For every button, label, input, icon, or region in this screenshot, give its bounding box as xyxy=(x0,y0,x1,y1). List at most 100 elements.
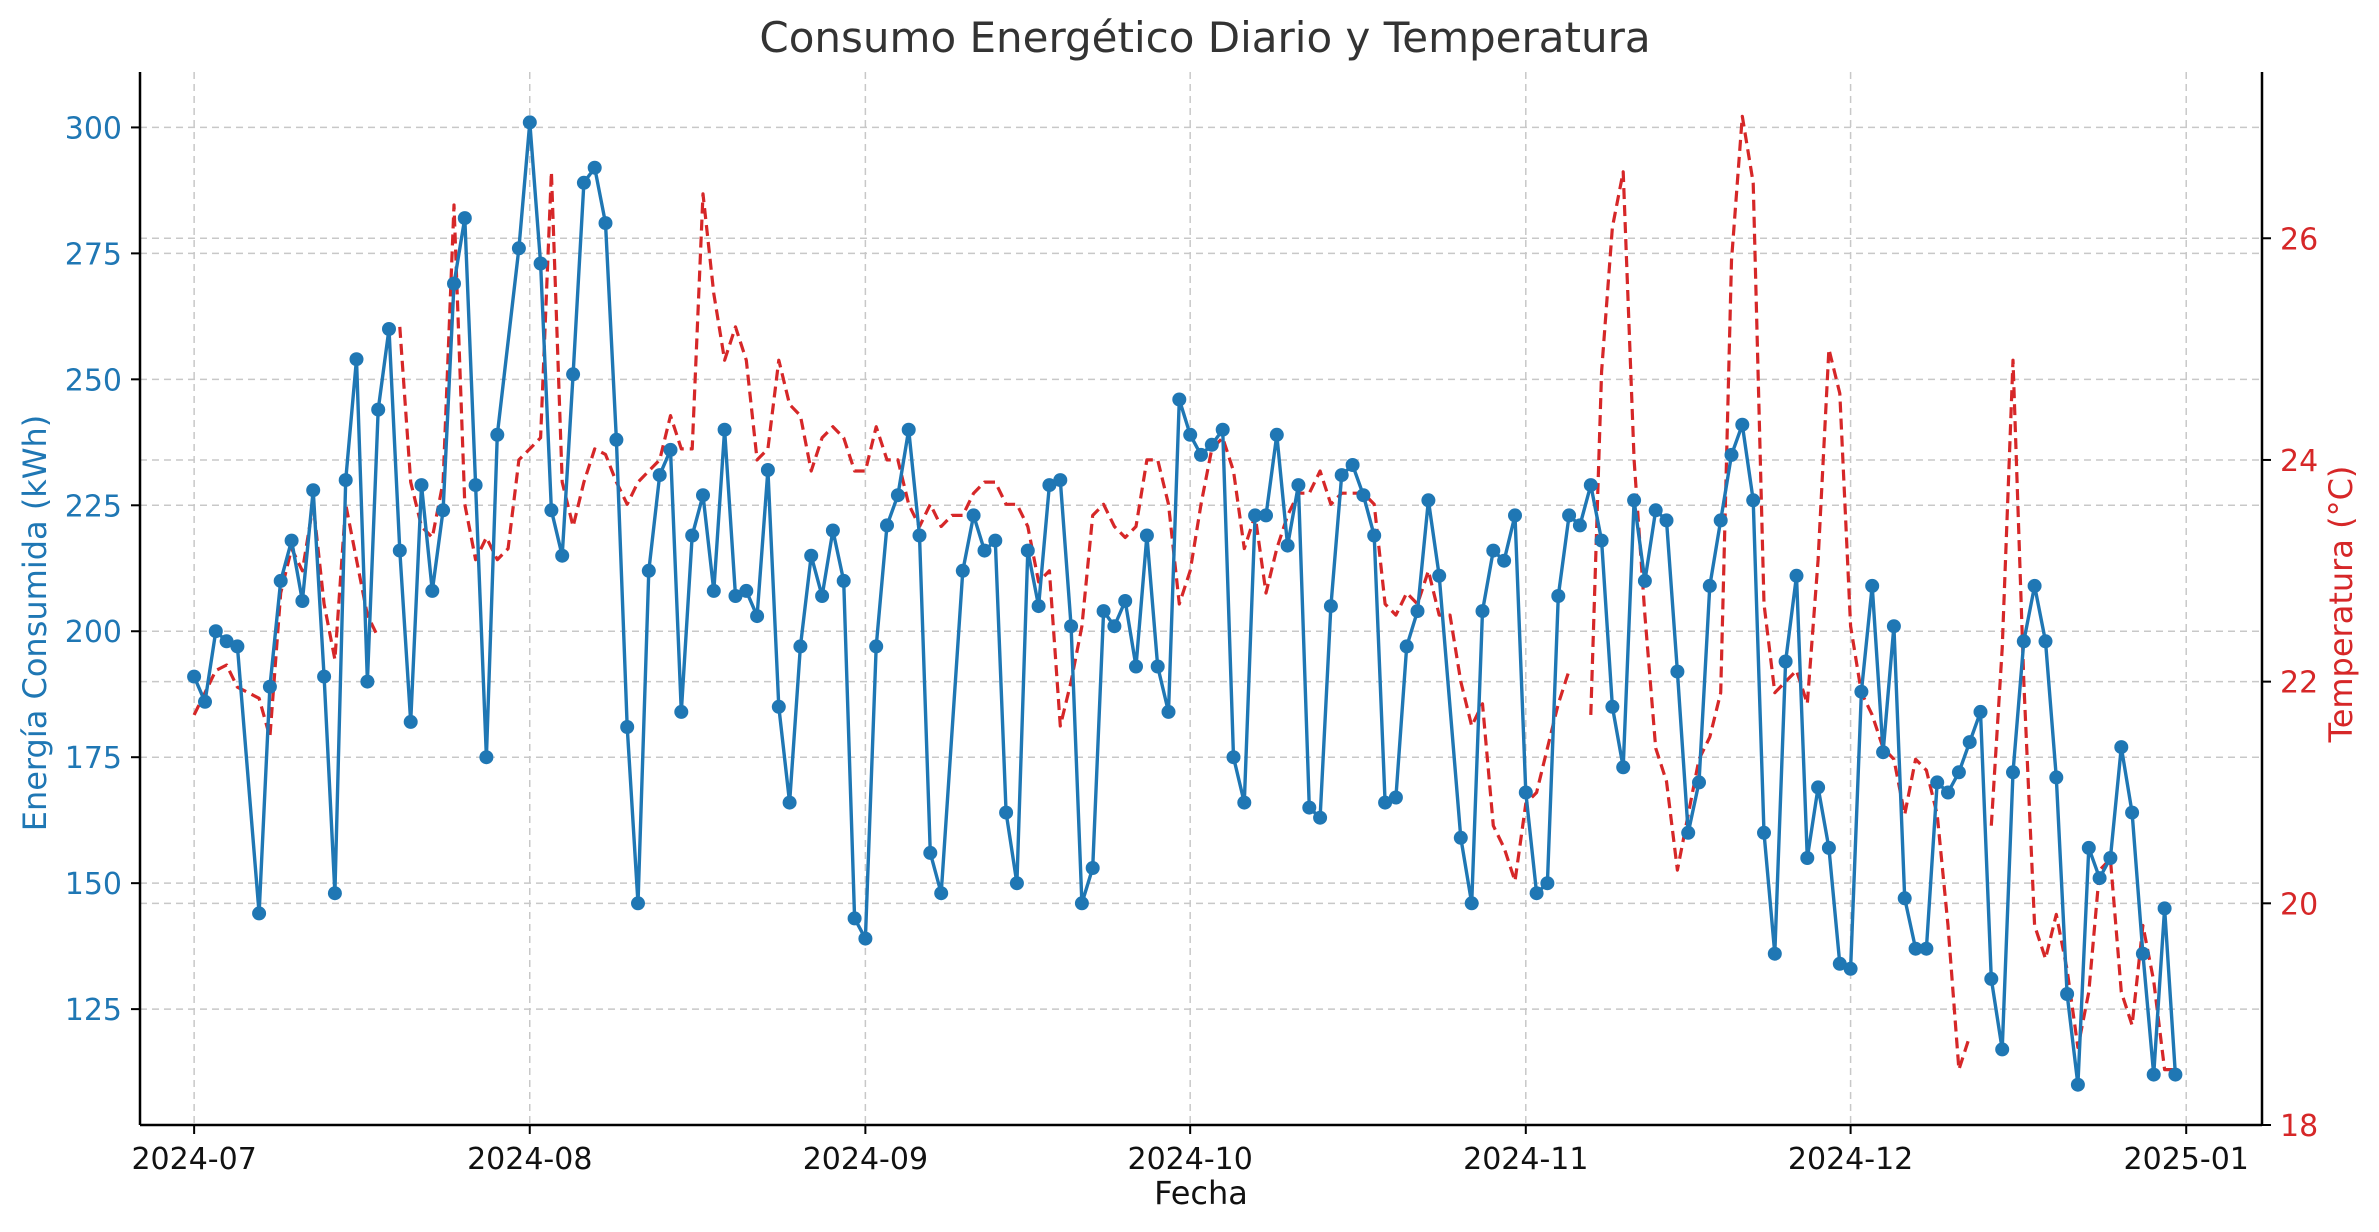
energy-point xyxy=(1616,760,1631,775)
energy-point xyxy=(1551,589,1566,603)
energy-point xyxy=(1204,437,1219,452)
energy-point xyxy=(1605,699,1620,714)
energy-point xyxy=(598,216,613,231)
energy-point xyxy=(706,583,721,598)
energy-point xyxy=(382,322,396,336)
energy-series xyxy=(187,115,2183,1092)
energy-point xyxy=(1085,861,1100,875)
energy-point xyxy=(1572,518,1587,533)
energy-point xyxy=(1323,599,1338,614)
energy-point xyxy=(1248,508,1263,523)
energy-point xyxy=(511,241,526,256)
energy-point xyxy=(360,674,375,689)
energy-point xyxy=(1681,825,1696,840)
y-left-tick-label: 250 xyxy=(65,363,122,398)
energy-point xyxy=(1475,604,1490,619)
energy-point xyxy=(1757,825,1771,840)
energy-point xyxy=(1540,876,1555,891)
energy-point xyxy=(1009,876,1024,891)
energy-point xyxy=(1139,528,1154,543)
energy-point xyxy=(317,669,332,684)
energy-point xyxy=(1995,1042,2010,1057)
energy-point xyxy=(1886,619,1901,634)
energy-point xyxy=(1692,775,1706,790)
grid xyxy=(140,72,2262,1126)
energy-point xyxy=(1746,493,1761,508)
energy-point xyxy=(934,886,949,901)
y-right-tick-label: 24 xyxy=(2280,444,2318,479)
energy-point xyxy=(1529,886,1544,901)
energy-point xyxy=(1930,775,1945,790)
energy-point xyxy=(1410,604,1425,619)
energy-point xyxy=(371,402,386,417)
energy-point xyxy=(1053,473,1068,488)
energy-point xyxy=(771,699,786,714)
energy-point xyxy=(631,896,645,911)
energy-point xyxy=(1064,619,1079,634)
energy-point xyxy=(1648,503,1663,518)
energy-point xyxy=(1735,417,1750,432)
axes: 2024-07 2024-08 2024-09 2024-10 2024-11 2024-… xyxy=(65,72,2318,1177)
energy-point xyxy=(2103,851,2118,865)
energy-point xyxy=(1659,513,1674,528)
energy-point xyxy=(750,609,765,624)
x-tick-label: 2024-09 xyxy=(803,1142,928,1177)
y-axis-right-label: Temperatura (°C) xyxy=(2322,466,2360,744)
energy-point xyxy=(1951,765,1966,780)
energy-point xyxy=(230,639,245,654)
x-axis-label: Fecha xyxy=(1154,1174,1248,1212)
y-right-tick-label: 26 xyxy=(2280,222,2318,257)
energy-point xyxy=(728,589,743,603)
energy-point xyxy=(923,845,938,860)
energy-point xyxy=(1962,735,1977,750)
energy-point xyxy=(425,583,440,598)
energy-point xyxy=(295,594,310,608)
energy-point xyxy=(2092,871,2107,886)
energy-point xyxy=(1908,941,1923,956)
y-right-tick-label: 20 xyxy=(2280,887,2318,922)
energy-point xyxy=(566,367,581,382)
energy-point xyxy=(544,503,559,518)
energy-point xyxy=(836,573,851,588)
energy-point xyxy=(262,679,277,694)
energy-point xyxy=(858,931,873,946)
temperature-line xyxy=(1589,114,1972,1072)
x-tick-label: 2024-10 xyxy=(1127,1142,1252,1177)
y-axis-left-label: Energía Consumida (kWh) xyxy=(16,415,54,832)
energy-point xyxy=(663,442,678,457)
energy-point xyxy=(436,503,451,518)
energy-point xyxy=(1919,941,1934,956)
energy-point xyxy=(198,694,212,709)
energy-point xyxy=(1843,961,1858,976)
energy-point xyxy=(2081,840,2096,855)
energy-point xyxy=(2049,770,2064,785)
energy-point xyxy=(1302,800,1317,815)
energy-point xyxy=(1800,851,1815,865)
energy-point xyxy=(1118,594,1133,608)
energy-point xyxy=(1811,780,1826,795)
energy-point xyxy=(1020,543,1035,558)
energy-point xyxy=(1865,578,1880,593)
energy-point xyxy=(1464,896,1479,911)
energy-point xyxy=(2038,634,2053,649)
energy-point xyxy=(641,563,656,578)
energy-point xyxy=(760,463,775,477)
energy-point xyxy=(1497,553,1512,568)
y-left-tick-label: 175 xyxy=(65,741,122,776)
energy-point xyxy=(479,750,494,765)
energy-point xyxy=(1269,427,1284,442)
temperature-series xyxy=(192,114,2176,1072)
energy-point xyxy=(1486,543,1501,558)
energy-point xyxy=(1367,528,1382,543)
energy-point xyxy=(1508,508,1522,523)
energy-point xyxy=(1854,684,1869,699)
energy-point xyxy=(1421,493,1436,508)
energy-point xyxy=(2006,765,2020,780)
energy-point xyxy=(533,256,548,271)
energy-point xyxy=(2125,805,2140,820)
x-tick-label: 2024-11 xyxy=(1463,1142,1588,1177)
energy-point xyxy=(273,573,288,588)
energy-point xyxy=(1702,578,1717,593)
energy-point xyxy=(457,211,472,226)
